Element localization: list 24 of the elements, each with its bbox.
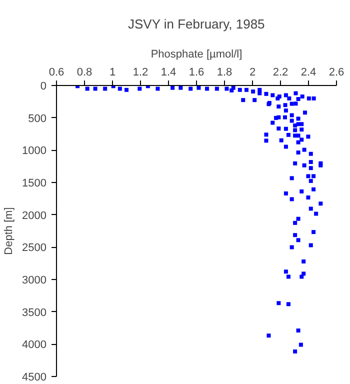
chart-title: JSVY in February, 1985 [128,16,265,32]
y-tick-label: 1500 [22,178,47,190]
y-tick-label: 3000 [22,274,47,286]
x-tick-label: 2.6 [328,66,344,78]
y-tick-label: 1000 [22,145,47,158]
x-tick-label: 1.8 [216,66,232,78]
y-tick-label: 2000 [22,210,47,222]
x-tick-label: 1.6 [188,66,204,78]
x-tick-label: 1 [109,66,116,78]
y-tick-label: 2500 [22,242,47,254]
y-tick-label: 4500 [22,372,47,384]
y-axis-title: Depth [m] [3,207,16,255]
x-tick-label: 2.4 [300,66,316,78]
x-tick-label: 1.4 [160,66,176,78]
x-tick-label: 0.6 [48,66,64,78]
y-tick-label: 500 [28,112,47,125]
x-tick-label: 0.8 [76,66,92,78]
y-tick-label: 3500 [22,306,47,319]
y-tick-label: 0 [40,80,47,92]
x-tick-label: 2 [249,66,256,78]
x-tick-label: 2.2 [272,66,288,78]
x-axis-title: Phosphate [µmol/l] [150,48,242,60]
y-tick-label: 4000 [22,339,47,352]
x-tick-label: 1.2 [132,66,148,78]
